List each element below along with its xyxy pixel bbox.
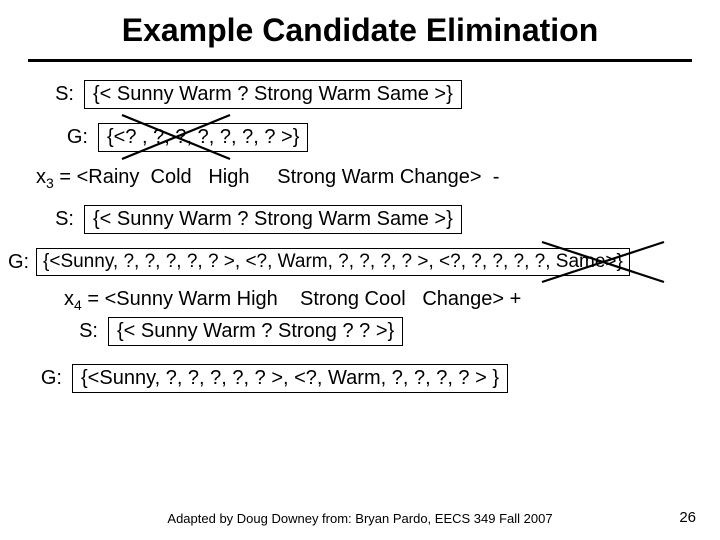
s3-label: S:	[64, 320, 108, 343]
g3-box: {<Sunny, ?, ?, ?, ?, ? >, <?, Warm, ?, ?…	[72, 364, 508, 393]
s3-box: {< Sunny Warm ? Strong ? ? >}	[108, 317, 403, 346]
s2-box: {< Sunny Warm ? Strong Warm Same >}	[84, 205, 462, 234]
s1-label: S:	[28, 83, 84, 106]
slide-title: Example Candidate Elimination	[0, 0, 720, 59]
s1-box: {< Sunny Warm ? Strong Warm Same >}	[84, 80, 462, 109]
g2-box: {<Sunny, ?, ?, ?, ?, ? >, <?, Warm, ?, ?…	[36, 248, 630, 276]
g1-label: G:	[54, 126, 98, 149]
s1-row: S: {< Sunny Warm ? Strong Warm Same >}	[28, 80, 692, 109]
x3-example: x3 = <Rainy Cold High Strong Warm Change…	[36, 166, 692, 191]
title-rule	[28, 59, 692, 62]
page-number: 26	[679, 509, 696, 526]
slide-content: S: {< Sunny Warm ? Strong Warm Same >} G…	[0, 80, 720, 393]
s2-row: S: {< Sunny Warm ? Strong Warm Same >}	[28, 205, 692, 234]
x4-example: x4 = <Sunny Warm High Strong Cool Change…	[64, 288, 692, 313]
s2-label: S:	[28, 208, 84, 231]
x4-block: x4 = <Sunny Warm High Strong Cool Change…	[64, 288, 692, 346]
g2-label: G:	[8, 251, 36, 274]
g1-row: G: {<? , ?, ?, ?, ?, ?, ? >}	[54, 123, 692, 152]
g2-row: G: {<Sunny, ?, ?, ?, ?, ? >, <?, Warm, ?…	[8, 248, 692, 276]
g3-row: G: {<Sunny, ?, ?, ?, ?, ? >, <?, Warm, ?…	[28, 364, 692, 393]
footer-attribution: Adapted by Doug Downey from: Bryan Pardo…	[0, 511, 720, 526]
g3-label: G:	[28, 367, 72, 390]
g1-box: {<? , ?, ?, ?, ?, ?, ? >}	[98, 123, 308, 152]
s3-row: S: {< Sunny Warm ? Strong ? ? >}	[64, 317, 692, 346]
